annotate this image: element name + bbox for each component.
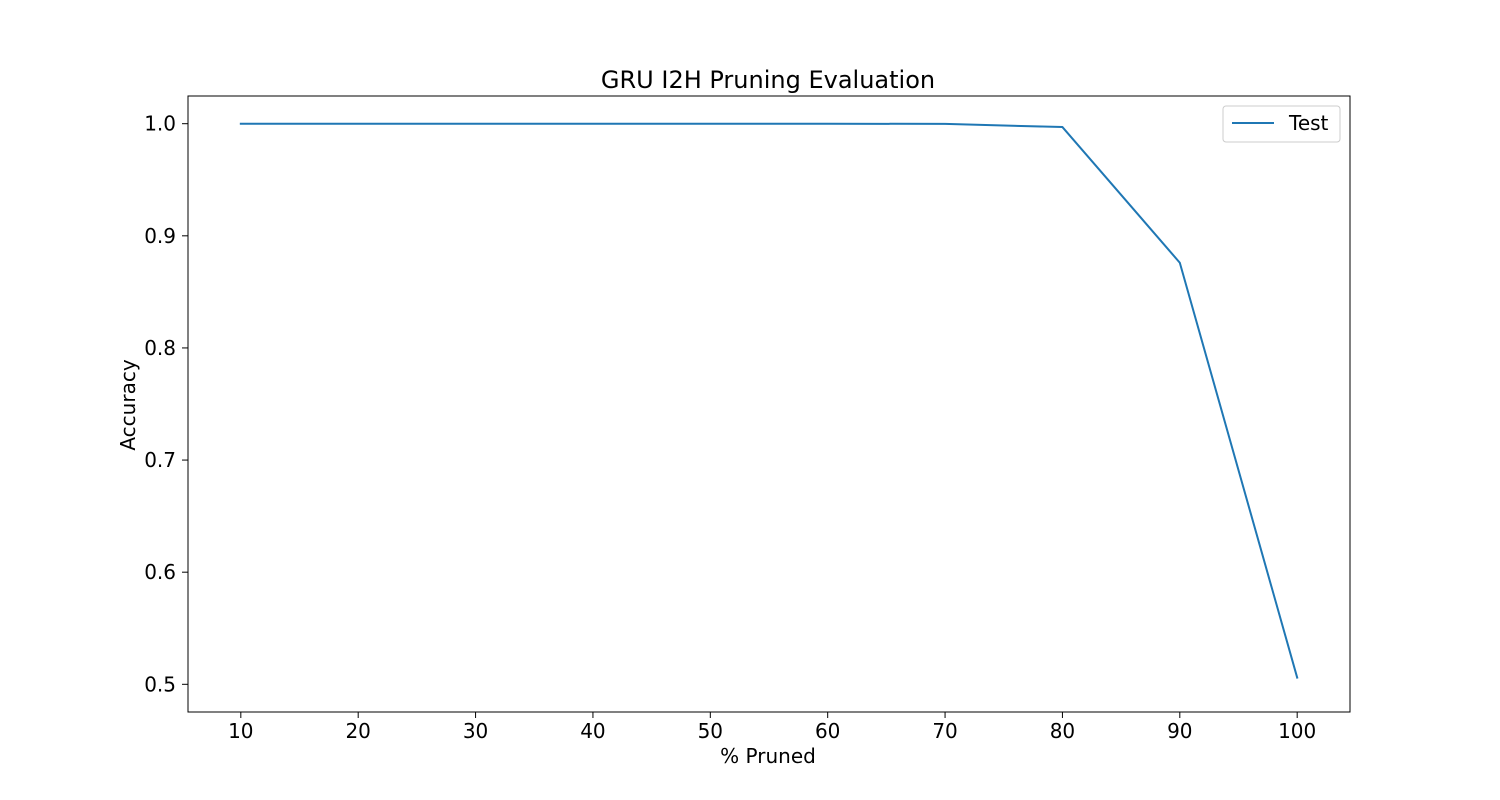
x-tick-label: 80 — [1050, 719, 1075, 743]
plot-background — [188, 96, 1350, 712]
legend-box — [1222, 105, 1341, 143]
x-tick-label: 30 — [463, 719, 488, 743]
series-layer — [239, 122, 1299, 679]
x-tick-label: 60 — [815, 719, 840, 743]
y-tick-label: 1.0 — [144, 112, 176, 136]
y-tick-label: 0.6 — [144, 560, 176, 584]
x-tick-label: 90 — [1167, 719, 1192, 743]
plot-frame — [187, 95, 1351, 713]
x-axis-label: % Pruned — [720, 744, 816, 768]
y-tick-label: 0.7 — [144, 448, 176, 472]
legend-label-test: Test — [1288, 111, 1329, 135]
series-line-test — [239, 122, 1299, 679]
legend: Test — [1222, 105, 1341, 143]
x-tick-label: 50 — [698, 719, 723, 743]
plot-area — [188, 96, 1350, 712]
x-tick-label: 70 — [932, 719, 957, 743]
y-axis-label: Accuracy — [116, 359, 140, 450]
chart-title: GRU I2H Pruning Evaluation — [601, 66, 935, 94]
x-axis-ticks: 10 20 30 40 50 60 70 80 90 100 — [228, 712, 1316, 743]
y-axis-ticks: 0.5 0.6 0.7 0.8 0.9 1.0 — [144, 112, 188, 696]
x-tick-label: 40 — [580, 719, 605, 743]
y-tick-label: 0.9 — [144, 224, 176, 248]
x-tick-label: 20 — [345, 719, 370, 743]
x-tick-label: 10 — [228, 719, 253, 743]
y-tick-label: 0.5 — [144, 672, 176, 696]
y-tick-label: 0.8 — [144, 336, 176, 360]
x-tick-label: 100 — [1278, 719, 1316, 743]
